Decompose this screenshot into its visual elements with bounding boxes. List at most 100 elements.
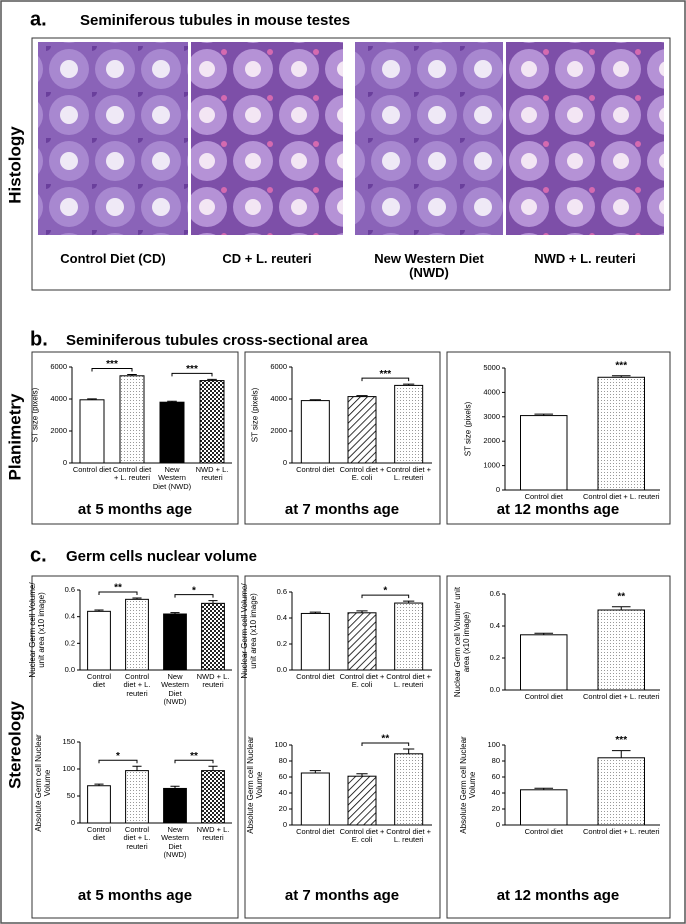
histology-image [191, 42, 343, 235]
y-tick-label: 60 [279, 772, 287, 781]
y-axis-label: Nuclear Germ cell Volume/ unit area (x10… [453, 586, 471, 698]
panel-label: c. [30, 544, 47, 566]
x-tick-label: Control diet + L. reuteri [112, 465, 152, 483]
x-tick-label: Control diet + L. reuteri [123, 825, 151, 851]
y-tick-label: 40 [492, 788, 500, 797]
x-tick-label: NWD + L. reuteri [196, 825, 230, 843]
panel-box [446, 351, 671, 525]
error-bar [207, 378, 217, 381]
x-tick-label: Control diet + L. reuteri [583, 827, 660, 836]
error-bar [356, 610, 368, 613]
y-tick-label: 5000 [483, 363, 500, 372]
x-tick-label: Control diet [86, 825, 112, 843]
y-axis-label: Nuclear Germ cell Volume/ unit area (x10… [28, 582, 46, 678]
bar [394, 602, 424, 671]
x-tick-label: Control diet [296, 465, 335, 474]
significance-bracket [361, 742, 410, 746]
panel-box [31, 575, 239, 919]
significance-bracket [174, 594, 214, 598]
bar [125, 770, 149, 824]
y-axis-label: Absolute Germ cell Nuclear Volume [246, 736, 264, 834]
y-tick-label: 60 [492, 772, 500, 781]
caption: New Western Diet (NWD) [374, 251, 484, 281]
x-tick-label: New Western Diet (NWD) [152, 465, 192, 491]
bar [201, 770, 225, 824]
significance-bracket [98, 759, 138, 764]
bar [394, 753, 424, 826]
x-tick-label: Control diet + L. reuteri [583, 492, 660, 501]
panel-title: Germ cells nuclear volume [66, 548, 257, 565]
bar [597, 757, 645, 826]
side-label: Histology [5, 126, 24, 204]
y-tick-label: 0.2 [277, 639, 287, 648]
x-tick-label: Control diet + E. coli [339, 672, 385, 690]
side-label: Planimetry [5, 393, 24, 480]
y-axis-label: Absolute Germ cell Nuclear Volume [34, 733, 52, 832]
significance-label: * [383, 586, 387, 597]
y-tick-label: 6000 [50, 362, 67, 371]
histology-image [355, 42, 503, 235]
x-tick-label: Control diet + E. coli [339, 465, 385, 483]
significance-bracket [174, 759, 214, 764]
x-tick-label: Control diet + E. coli [339, 827, 385, 845]
error-bar [611, 375, 631, 378]
x-tick-label: New Western Diet (NWD) [161, 672, 189, 706]
y-axis-label: Absolute Germ cell Nuclear Volume [459, 736, 477, 834]
error-bar [356, 395, 368, 397]
y-tick-label: 0 [283, 458, 287, 467]
y-tick-label: 0.0 [490, 685, 500, 694]
bar [163, 787, 187, 824]
error-bar [208, 765, 218, 771]
error-bar [356, 773, 368, 777]
significance-label: * [116, 751, 120, 762]
y-tick-label: 0.6 [277, 587, 287, 596]
error-bar [87, 398, 97, 400]
panel-box [244, 351, 441, 525]
y-tick-label: 50 [67, 791, 75, 800]
error-bar [534, 787, 554, 790]
error-bar [167, 400, 177, 403]
y-tick-label: 4000 [483, 387, 500, 396]
x-tick-label: Control diet [524, 492, 563, 501]
age-label: at 12 months age [496, 887, 620, 904]
y-tick-label: 80 [279, 756, 287, 765]
bar [119, 375, 145, 464]
y-tick-label: 0.2 [65, 638, 75, 647]
histology-image [38, 42, 188, 235]
significance-bracket [361, 594, 410, 599]
bar [347, 396, 377, 464]
significance-label: *** [106, 359, 118, 370]
x-tick-label: Control diet [524, 827, 563, 836]
bar [125, 598, 149, 671]
bar [300, 612, 330, 671]
caption: Control Diet (CD) [60, 251, 166, 266]
x-tick-label: Control diet [72, 465, 112, 474]
error-bar [132, 597, 142, 600]
y-tick-label: 0.4 [65, 612, 75, 621]
error-bar [534, 632, 554, 635]
bar [300, 772, 330, 826]
y-tick-label: 20 [492, 804, 500, 813]
error-bar [309, 399, 321, 401]
panel-box [31, 37, 671, 291]
bar [520, 634, 568, 691]
y-tick-label: 150 [62, 737, 75, 746]
error-bar [132, 765, 142, 771]
y-tick-label: 40 [279, 788, 287, 797]
x-tick-label: New Western Diet (NWD) [161, 825, 189, 859]
error-bar [94, 783, 104, 786]
bar [87, 785, 111, 824]
significance-label: *** [615, 360, 627, 371]
y-tick-label: 100 [487, 740, 500, 749]
significance-bracket [98, 591, 138, 595]
x-tick-label: Control diet + L. reuteri [386, 672, 432, 690]
y-tick-label: 2000 [483, 436, 500, 445]
error-bar [611, 750, 631, 758]
significance-label: ** [114, 583, 122, 594]
y-tick-label: 4000 [50, 394, 67, 403]
y-tick-label: 0.0 [65, 665, 75, 674]
bar [597, 609, 645, 691]
y-tick-label: 2000 [270, 426, 287, 435]
